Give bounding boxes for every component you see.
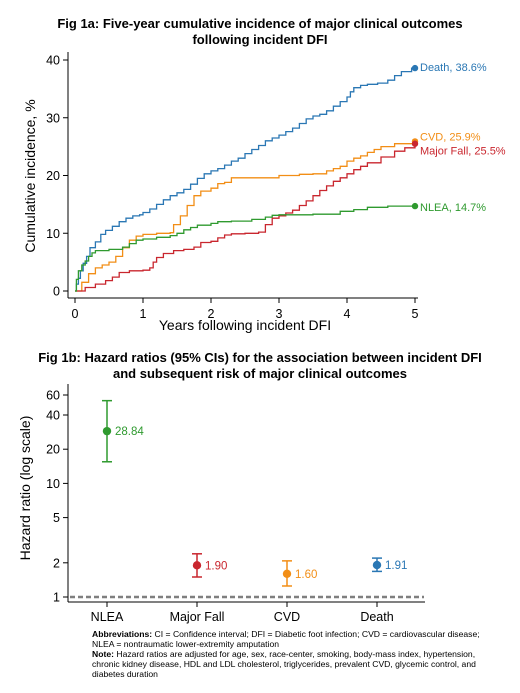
fig1b-y-tick-label: 20 <box>46 443 60 457</box>
hr-point-death <box>372 560 382 570</box>
fig1b-y-tick-label: 5 <box>53 511 60 525</box>
hr-point-major-fall <box>192 561 202 570</box>
fig1b-y-tick-label: 40 <box>46 409 60 423</box>
fig1a-y-ticks: 0 10 20 30 40 <box>46 54 68 299</box>
series-end-label-nlea: NLEA, 14.7% <box>420 202 486 214</box>
fig1b-y-tick-label: 60 <box>46 389 60 403</box>
footnote-note-line1: Note: Hazard ratios are adjusted for age… <box>92 649 475 659</box>
hr-point-nlea <box>102 426 112 436</box>
hr-label-nlea: 28.84 <box>115 426 144 438</box>
fig1b-title-line2: and subsequent risk of major clinical ou… <box>113 366 407 381</box>
fig1a-y-tick-label: 20 <box>46 169 60 183</box>
hr-label-major-fall: 1.90 <box>205 560 227 572</box>
fig1b-y-tick-label: 1 <box>53 591 60 605</box>
fig1a: Fig 1a: Five-year cumulative incidence o… <box>22 16 506 333</box>
series-line-death <box>75 67 415 292</box>
footnote-abbreviations-line2: NLEA = nontraumatic lower-extremity ampu… <box>92 639 279 649</box>
series-end-point-major-fall <box>411 140 419 147</box>
fig1b-x-tick-label-cvd: CVD <box>274 610 300 624</box>
fig1a-y-axis-label: Cumulative incidence, % <box>22 99 38 252</box>
fig1a-x-tick-label: 3 <box>276 307 283 321</box>
fig1a-y-tick-label: 30 <box>46 111 60 125</box>
fig1b-x-tick-label-death: Death <box>360 610 393 624</box>
series-end-point-death <box>411 64 419 72</box>
series-line-cvd <box>75 141 416 292</box>
fig1a-x-tick-label: 1 <box>140 307 147 321</box>
footnote-note-line3: diabetes duration <box>92 669 158 679</box>
fig1a-x-axis-label: Years following incident DFI <box>159 317 331 333</box>
fig1a-series: Death, 38.6% CVD, 25.9% Major Fall, 25.5% N… <box>75 62 506 292</box>
series-end-point-nlea <box>411 202 419 210</box>
fig1b-x-tick-label-major-fall: Major Fall <box>170 610 225 624</box>
footnote-note-line2: chronic kidney disease, HDL and LDL chol… <box>92 659 476 669</box>
footnotes: Abbreviations: CI = Confidence interval;… <box>92 629 480 679</box>
fig1b-y-axis-label: Hazard ratio (log scale) <box>17 416 33 561</box>
fig1a-x-tick-label: 2 <box>208 307 215 321</box>
hr-point-cvd <box>282 569 292 579</box>
fig1a-title-line2: following incident DFI <box>192 32 327 47</box>
fig1b-y-tick-label: 2 <box>53 556 60 570</box>
fig1a-title-line1: Fig 1a: Five-year cumulative incidence o… <box>57 16 462 31</box>
fig1a-x-tick-label: 5 <box>412 307 419 321</box>
fig1b-y-ticks: 1 2 5 10 20 40 60 <box>46 389 68 605</box>
fig1b: Fig 1b: Hazard ratios (95% CIs) for the … <box>17 350 482 624</box>
footnote-abbreviations-line1: Abbreviations: CI = Confidence interval;… <box>92 629 480 639</box>
fig1b-estimates: 28.84 1.90 1.60 1.91 <box>102 399 407 587</box>
fig1a-x-ticks: 0 1 2 3 4 5 <box>72 298 419 321</box>
series-line-nlea <box>75 205 415 292</box>
series-end-label-major-fall: Major Fall, 25.5% <box>420 146 506 158</box>
series-line-major-fall <box>75 143 416 292</box>
hr-label-cvd: 1.60 <box>295 569 317 581</box>
fig1a-y-tick-label: 0 <box>53 285 60 299</box>
series-end-label-death: Death, 38.6% <box>420 62 487 74</box>
fig1b-x-tick-label-nlea: NLEA <box>91 610 124 624</box>
fig1a-y-tick-label: 10 <box>46 227 60 241</box>
fig1b-x-ticks: NLEA Major Fall CVD Death <box>91 602 394 624</box>
fig1a-x-tick-label: 0 <box>72 307 79 321</box>
fig1b-title-line1: Fig 1b: Hazard ratios (95% CIs) for the … <box>38 350 482 365</box>
fig1b-y-tick-label: 10 <box>46 477 60 491</box>
series-end-label-cvd: CVD, 25.9% <box>420 131 481 143</box>
hr-label-death: 1.91 <box>385 560 407 572</box>
fig1a-y-tick-label: 40 <box>46 54 60 68</box>
fig1a-x-tick-label: 4 <box>344 307 351 321</box>
